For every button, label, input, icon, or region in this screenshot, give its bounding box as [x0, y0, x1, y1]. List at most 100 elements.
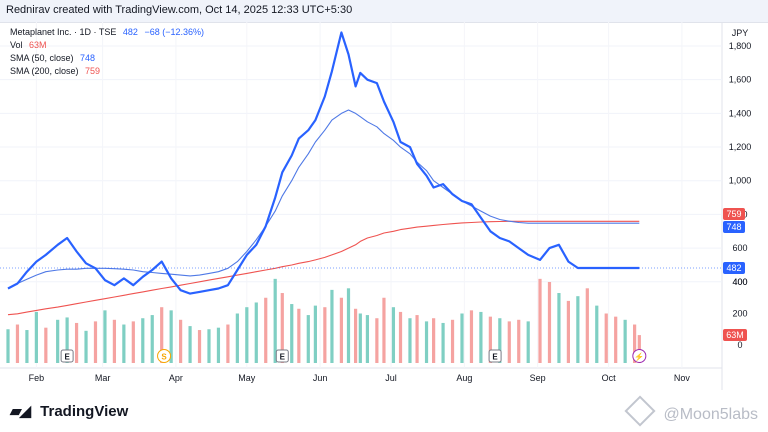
- time-tick-label: May: [238, 373, 256, 383]
- legend-sma200-row[interactable]: SMA (200, close) 759: [10, 65, 204, 78]
- volume-bar: [25, 330, 29, 363]
- legend-sma50-label: SMA (50, close): [10, 53, 74, 63]
- volume-bar: [216, 327, 221, 363]
- time-tick-label: Mar: [95, 373, 111, 383]
- watermark-text: @Moon5labs: [663, 406, 758, 423]
- time-tick-label: Jul: [385, 373, 397, 383]
- volume-bar: [375, 318, 379, 363]
- volume-bar: [179, 319, 183, 363]
- volume-bar: [160, 307, 164, 363]
- price-tick-label: 1,000: [729, 176, 752, 186]
- volume-bar: [557, 293, 561, 363]
- earnings-marker: [488, 349, 502, 363]
- earnings-marker: [60, 349, 74, 363]
- volume-bar: [585, 288, 589, 363]
- time-tick-label: Aug: [456, 373, 472, 383]
- volume-bar: [538, 278, 542, 363]
- volume-bar: [408, 318, 412, 363]
- chart-legend: Metaplanet Inc. · 1D · TSE 482 −68 (−12.…: [10, 26, 204, 78]
- currency-label: JPY: [732, 28, 749, 38]
- price-tick-label: 1,400: [729, 108, 752, 118]
- time-tick-label: Sep: [530, 373, 546, 383]
- sma50-line: [7, 109, 640, 289]
- volume-bar: [398, 311, 403, 363]
- volume-bar: [469, 310, 474, 363]
- volume-bar: [313, 305, 317, 363]
- volume-bar: [365, 315, 370, 363]
- legend-change: −68 (−12.36%): [144, 27, 204, 37]
- legend-sma50-row[interactable]: SMA (50, close) 748: [10, 52, 204, 65]
- volume-bar: [441, 322, 445, 363]
- volume-bar: [297, 308, 301, 363]
- volume-bar: [323, 307, 327, 363]
- price-tag: [723, 262, 745, 274]
- tradingview-logo[interactable]: ▰◢ TradingView: [10, 402, 128, 420]
- volume-bar: [103, 310, 107, 363]
- diamond-icon: [624, 395, 656, 427]
- volume-bar: [65, 317, 69, 363]
- volume-bar: [112, 319, 117, 363]
- volume-bar: [56, 319, 60, 363]
- volume-bar: [235, 313, 239, 363]
- volume-bar: [15, 324, 20, 363]
- volume-bar: [566, 300, 570, 363]
- volume-bar: [188, 326, 192, 363]
- legend-vol-value: 63M: [29, 40, 47, 50]
- volume-bar: [74, 322, 79, 363]
- volume-bar: [197, 330, 202, 363]
- volume-bar: [264, 297, 268, 363]
- volume-bar: [576, 296, 580, 363]
- volume-bar: [44, 327, 48, 363]
- legend-symbol-row[interactable]: Metaplanet Inc. · 1D · TSE 482 −68 (−12.…: [10, 26, 204, 39]
- legend-sma200-value: 759: [85, 66, 101, 76]
- volume-bar: [273, 278, 277, 363]
- volume-bar: [479, 311, 483, 363]
- price-tag-label: 482: [726, 263, 741, 273]
- volume-bar: [391, 307, 396, 363]
- time-tick-label: Feb: [29, 373, 45, 383]
- time-tick-label: Nov: [674, 373, 691, 383]
- tradingview-logo-icon: ▰◢: [10, 403, 31, 420]
- legend-volume-row[interactable]: Vol 63M: [10, 39, 204, 52]
- volume-bar: [226, 324, 230, 363]
- event-marker-label: E: [280, 353, 286, 362]
- legend-symbol: Metaplanet Inc. · 1D · TSE: [10, 27, 117, 37]
- legend-vol-label: Vol: [10, 40, 23, 50]
- price-tick-label: 600: [732, 243, 747, 253]
- volume-tick-label: 400: [732, 277, 747, 287]
- volume-bar: [633, 324, 637, 363]
- volume-bar: [623, 319, 627, 363]
- volume-bar: [245, 307, 249, 363]
- dividend-marker: [157, 349, 172, 363]
- volume-bar: [526, 321, 530, 363]
- volume-bar: [460, 313, 464, 363]
- volume-bar: [254, 302, 258, 363]
- volume-tick-label: 0: [737, 340, 742, 350]
- price-tag-label: 748: [726, 222, 741, 232]
- volume-bar: [507, 321, 511, 363]
- volume-bar: [604, 313, 608, 363]
- price-tag: [723, 221, 745, 233]
- time-tick-label: Oct: [602, 373, 617, 383]
- price-tag-label: 759: [726, 209, 741, 219]
- volume-bar: [346, 288, 351, 363]
- volume-bar: [432, 318, 436, 363]
- event-marker-label: E: [64, 353, 70, 362]
- volume-bar: [169, 310, 173, 363]
- volume-bar: [150, 315, 154, 363]
- time-tick-label: Apr: [169, 373, 183, 383]
- price-tick-label: 1,800: [729, 41, 752, 51]
- price-line: [7, 31, 640, 295]
- volume-bar: [488, 316, 492, 363]
- earnings-marker: [275, 349, 289, 363]
- event-marker-label: E: [492, 353, 498, 362]
- volume-bar: [353, 308, 358, 363]
- volume-bar: [141, 318, 145, 363]
- volume-bar: [207, 329, 211, 363]
- watermark: @Moon5labs: [624, 395, 758, 427]
- volume-bar: [330, 289, 334, 363]
- volume-bar: [358, 313, 362, 363]
- volume-bar: [424, 321, 429, 363]
- volume-tag: [723, 329, 747, 341]
